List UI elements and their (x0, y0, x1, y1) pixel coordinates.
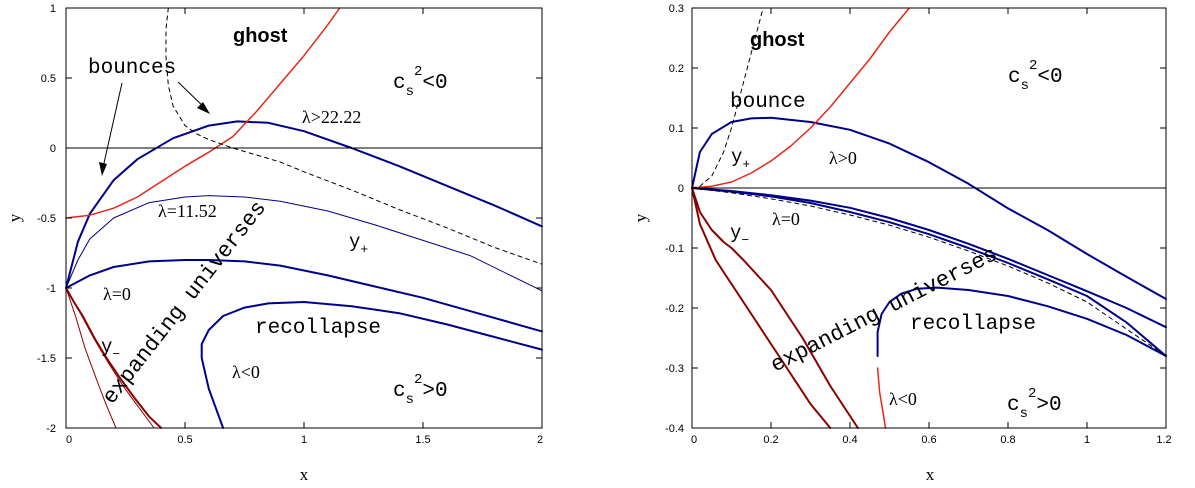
curve-left-2 (65, 259, 543, 333)
curve-right-4 (691, 187, 832, 429)
curve-right-9 (691, 187, 1167, 357)
curve-left-5 (65, 287, 117, 429)
cs2-negative-label-left: cs2<0 (393, 64, 448, 100)
y-tick-right-3: -0.1 (665, 243, 684, 255)
x-tick-right-5: 1 (1084, 434, 1090, 446)
y-tick-right-5: 0.1 (669, 123, 684, 135)
y-minus-label-right: y− (730, 222, 749, 248)
x-tick-right-2: 0.4 (842, 434, 857, 446)
bounces-arrowhead-2 (197, 102, 210, 114)
y-tick-right-0: -0.4 (665, 423, 684, 435)
y-tick-left-2: -1 (46, 283, 56, 295)
recollapse-label-left: recollapse (255, 317, 381, 340)
x-tick-right-6: 1.2 (1156, 434, 1171, 446)
plot-frame-right (691, 7, 1167, 429)
curve-right-0 (691, 116, 1167, 300)
lambda-lt-0-label-right: λ<0 (889, 389, 917, 409)
x-tick-left-1: 0.5 (177, 434, 192, 446)
x-axis-label-left: x (300, 465, 309, 484)
curve-left-6 (65, 287, 155, 429)
x-tick-right-4: 0.8 (1000, 434, 1015, 446)
expanding-universes-label-right: expanding universes (767, 242, 1002, 378)
bounces-arrowhead-1 (99, 162, 107, 176)
y-minus-label-left: y− (101, 336, 120, 362)
y-tick-left-5: 0.5 (41, 73, 56, 85)
y-tick-left-0: -2 (46, 423, 56, 435)
ghost-label-left: ghost (233, 25, 288, 47)
y-tick-right-1: -0.3 (665, 363, 684, 375)
y-tick-right-2: -0.2 (665, 303, 684, 315)
ticks-right (691, 7, 1167, 429)
ghost-label-right: ghost (750, 29, 805, 51)
y-axis-label-right: y (631, 213, 650, 222)
curve-right-8 (691, 7, 764, 189)
x-tick-left-2: 1 (301, 434, 307, 446)
lambda-0-label-left: λ=0 (103, 284, 131, 304)
plot-frame-left (65, 7, 543, 429)
curve-left-7 (65, 7, 341, 219)
lambda-gt-22-label: λ>22.22 (302, 107, 361, 127)
y-tick-left-6: 1 (50, 3, 56, 15)
bounces-arrow-1 (101, 82, 123, 173)
curve-right-5 (691, 187, 859, 429)
lambda-lt-0-label-left: λ<0 (232, 362, 260, 382)
curve-left-8 (165, 7, 543, 265)
curve-right-2 (691, 187, 1167, 357)
y-plus-label-left: y+ (349, 231, 368, 257)
curves-left (65, 7, 543, 429)
y-tick-left-1: -1.5 (37, 353, 56, 365)
lambda-11-52-label: λ=11.52 (158, 201, 217, 221)
recollapse-label-right: recollapse (910, 313, 1036, 336)
bounce-label: bounce (730, 91, 806, 114)
curve-right-6 (876, 367, 887, 429)
x-tick-right-1: 0.2 (763, 434, 778, 446)
y-tick-right-4: 0 (678, 183, 684, 195)
y-tick-left-3: -0.5 (37, 213, 56, 225)
curve-right-3 (876, 286, 1167, 357)
x-tick-right-3: 0.6 (921, 434, 936, 446)
y-plus-label-right: y+ (731, 146, 750, 172)
chart-left: 0 0.5 1 1.5 2 -2 -1.5 -1 -0.5 0 0.5 1 x … (5, 3, 543, 484)
cs2-positive-label-right: cs2>0 (1007, 386, 1062, 422)
x-tick-right-0: 0 (691, 434, 697, 446)
y-tick-left-4: 0 (50, 143, 56, 155)
y-axis-label-left: y (5, 213, 24, 222)
curve-right-1 (691, 187, 1167, 329)
y-tick-right-7: 0.3 (669, 3, 684, 15)
x-tick-left-4: 2 (537, 434, 543, 446)
curves-right (691, 7, 1167, 429)
cs2-negative-label-right: cs2<0 (1008, 58, 1063, 94)
curve-right-7 (691, 7, 911, 189)
curve-left-0 (65, 120, 543, 289)
curve-left-3 (200, 301, 543, 429)
bounces-label: bounces (88, 57, 176, 80)
lambda-gt-0-label: λ>0 (829, 148, 857, 168)
curve-left-1 (65, 195, 543, 292)
x-axis-label-right: x (926, 465, 935, 484)
chart-right: 0 0.2 0.4 0.6 0.8 1 1.2 -0.4 -0.3 -0.2 -… (631, 3, 1172, 484)
y-tick-right-6: 0.2 (669, 63, 684, 75)
cs2-positive-label-left: cs2>0 (393, 372, 448, 408)
x-tick-left-3: 1.5 (415, 434, 430, 446)
x-tick-left-0: 0 (66, 434, 72, 446)
lambda-0-label-right: λ=0 (772, 209, 800, 229)
